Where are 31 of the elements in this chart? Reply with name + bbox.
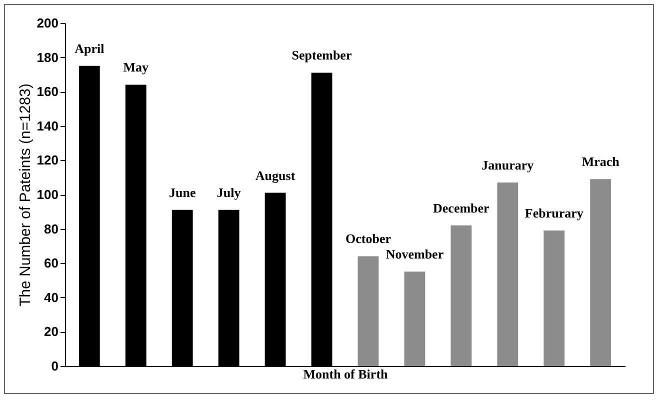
y-tick-label: 80 xyxy=(44,221,58,236)
x-tick-label: August xyxy=(255,168,296,183)
y-tick-label: 120 xyxy=(36,152,58,168)
y-tick-label: 180 xyxy=(36,50,58,65)
x-tick-label: July xyxy=(216,184,242,200)
y-tick-label: 20 xyxy=(44,324,58,340)
x-tick-label: October xyxy=(345,231,392,246)
y-tick-label: 160 xyxy=(36,84,58,100)
x-tick-label: May xyxy=(123,60,149,75)
bar xyxy=(404,272,426,366)
x-tick-label: December xyxy=(433,200,490,216)
x-tick-label: September xyxy=(292,48,352,63)
x-tick-label: Februrary xyxy=(524,206,584,221)
bar xyxy=(450,225,472,366)
x-tick-label: April xyxy=(74,40,105,56)
y-tick-label: 100 xyxy=(36,187,58,202)
x-tick-label: Janurary xyxy=(482,157,534,172)
bar xyxy=(590,179,612,366)
x-tick-label: November xyxy=(386,246,444,262)
x-tick-label: Mrach xyxy=(582,154,620,170)
bar xyxy=(358,256,379,366)
x-tick-label: June xyxy=(168,184,196,200)
bar xyxy=(544,230,565,366)
y-tick-label: 40 xyxy=(44,290,58,305)
bar xyxy=(497,182,518,366)
y-tick-label: 140 xyxy=(36,118,58,134)
y-tick-label: 200 xyxy=(36,16,58,30)
x-axis-title: Month of Birth xyxy=(303,366,389,382)
y-tick-label: 0 xyxy=(51,358,58,374)
y-tick-label: 60 xyxy=(44,256,58,271)
y-axis-title: The Number of Pateints (n=1283) xyxy=(16,83,34,307)
